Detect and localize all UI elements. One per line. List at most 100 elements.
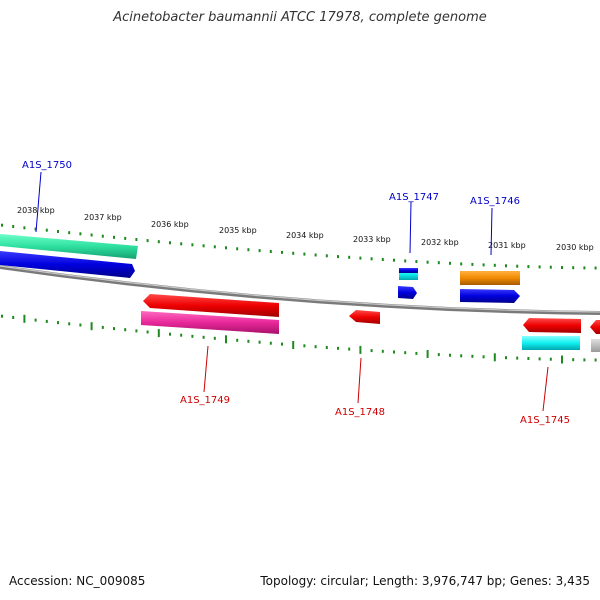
ruler-minor-tick — [583, 266, 586, 270]
ruler-minor-tick — [236, 338, 239, 342]
ruler-major-tick — [292, 341, 295, 349]
gene-a1s-1746-orange[interactable] — [460, 271, 520, 285]
tick-label: 2037 kbp — [84, 213, 122, 222]
ruler-minor-tick — [68, 231, 71, 235]
ruler-minor-tick — [180, 242, 183, 246]
ruler-minor-tick — [157, 240, 160, 244]
tick-label: 2032 kbp — [421, 238, 459, 247]
ruler-minor-tick — [381, 258, 384, 261]
genome-backbone-highlight — [0, 265, 600, 313]
ruler-minor-tick — [482, 355, 485, 359]
ruler-minor-tick — [12, 316, 15, 319]
ruler-minor-tick — [247, 339, 250, 343]
ruler-minor-tick — [146, 239, 149, 243]
ruler-minor-tick — [549, 357, 552, 361]
gene-a1s-1745-cyan[interactable] — [522, 336, 580, 350]
label-leader-line — [357, 357, 362, 404]
ruler-minor-tick — [225, 246, 227, 250]
label-leader-line — [203, 345, 209, 393]
ruler-minor-tick — [437, 261, 440, 265]
ruler-minor-tick — [583, 358, 586, 362]
ruler-minor-tick — [449, 353, 451, 357]
ruler-minor-tick — [303, 344, 306, 348]
gene-a1s-1748-arrow[interactable] — [349, 310, 380, 324]
tick-label: 2030 kbp — [556, 243, 594, 252]
gene-a1s-1749-arrow[interactable] — [143, 294, 279, 317]
ruler-minor-tick — [45, 228, 48, 232]
ruler-minor-tick — [292, 251, 295, 255]
ruler-minor-tick — [213, 245, 216, 249]
ruler-minor-tick — [135, 329, 138, 333]
ruler-minor-tick — [258, 249, 261, 253]
ruler-minor-tick — [281, 250, 283, 254]
ruler-minor-tick — [549, 265, 552, 269]
gene-a1s-1749-pink[interactable] — [141, 311, 279, 334]
ruler-minor-tick — [314, 345, 317, 349]
ruler-minor-tick — [337, 255, 339, 259]
ruler-minor-tick — [325, 346, 328, 349]
genome-summary-text: Topology: circular; Length: 3,976,747 bp… — [260, 574, 590, 588]
gene-a1s-1746-arrow[interactable] — [460, 289, 520, 303]
ruler-minor-tick — [180, 333, 183, 337]
ruler-minor-tick — [404, 259, 407, 263]
ruler-minor-tick — [594, 358, 597, 362]
ruler-major-tick — [225, 335, 227, 344]
ruler-minor-tick — [505, 264, 507, 268]
ruler-minor-tick — [269, 250, 272, 253]
gene-label-a1s-1750[interactable]: A1S_1750 — [22, 160, 72, 171]
ruler-minor-tick — [505, 356, 507, 360]
gene-arrow-red-edge[interactable] — [590, 320, 600, 334]
tick-label: 2033 kbp — [353, 235, 391, 244]
ruler-minor-tick — [57, 321, 59, 325]
ruler-minor-tick — [303, 252, 306, 256]
ruler-major-tick — [157, 329, 160, 338]
gene-label-a1s-1746[interactable]: A1S_1746 — [470, 196, 520, 207]
accession-text: Accession: NC_009085 — [9, 574, 146, 588]
gene-label-a1s-1748[interactable]: A1S_1748 — [335, 407, 385, 418]
gene-gray-edge[interactable] — [591, 339, 600, 352]
ruler-minor-tick — [538, 357, 541, 361]
ruler-minor-tick — [169, 241, 171, 245]
ruler-minor-tick — [191, 243, 194, 247]
ruler-minor-tick — [516, 264, 519, 268]
ruler-minor-tick — [415, 351, 418, 355]
gene-a1s-1747-top[interactable] — [399, 268, 418, 273]
ruler-minor-tick — [113, 235, 115, 239]
gene-a1s-1745-arrow[interactable] — [523, 318, 581, 333]
ruler-minor-tick — [572, 266, 575, 270]
ruler-minor-tick — [471, 262, 474, 266]
label-leader-line — [35, 171, 42, 233]
gene-arrow-blue-left[interactable] — [0, 251, 135, 278]
ruler-minor-tick — [23, 226, 26, 230]
ruler-minor-tick — [135, 238, 138, 241]
gene-label-a1s-1749[interactable]: A1S_1749 — [180, 395, 230, 406]
ruler-minor-tick — [404, 351, 407, 355]
gene-label-a1s-1745[interactable]: A1S_1745 — [520, 415, 570, 426]
ruler-minor-tick — [202, 335, 205, 339]
ruler-minor-tick — [359, 256, 362, 260]
ruler-minor-tick — [594, 266, 597, 270]
ruler-bottom — [1, 314, 597, 364]
ruler-minor-tick — [1, 223, 3, 227]
ruler-minor-tick — [460, 354, 463, 358]
label-leader-line — [542, 366, 549, 412]
ruler-minor-tick — [314, 253, 317, 257]
ruler-minor-tick — [471, 354, 474, 358]
gene-a1s-1750-arrow[interactable] — [0, 234, 138, 259]
gene-arrow-blue-small[interactable] — [398, 286, 417, 299]
ruler-minor-tick — [370, 349, 373, 353]
ruler-major-tick — [493, 353, 496, 362]
ruler-minor-tick — [79, 232, 82, 236]
ruler-minor-tick — [281, 342, 283, 346]
ruler-major-tick — [561, 355, 563, 364]
tick-label: 2031 kbp — [488, 241, 526, 250]
genome-backbone — [0, 265, 600, 315]
ruler-minor-tick — [213, 336, 216, 340]
ruler-minor-tick — [370, 257, 373, 261]
ruler-minor-tick — [348, 347, 351, 351]
ruler-minor-tick — [79, 323, 82, 327]
ruler-minor-tick — [191, 334, 194, 338]
gene-label-a1s-1747[interactable]: A1S_1747 — [389, 192, 439, 203]
ruler-minor-tick — [101, 234, 104, 238]
ruler-minor-tick — [493, 263, 496, 267]
